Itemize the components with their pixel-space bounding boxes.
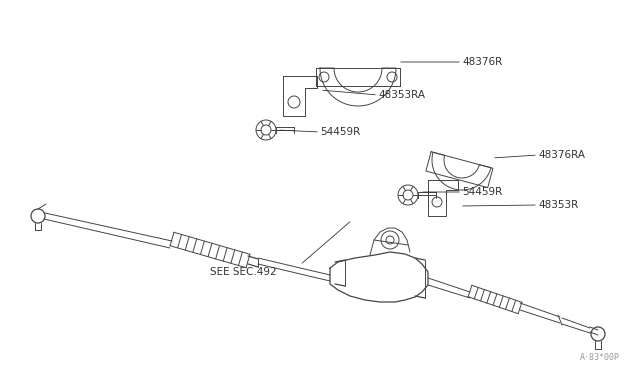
Text: 54459R: 54459R — [320, 127, 360, 137]
Text: 48353R: 48353R — [538, 200, 579, 210]
Text: A·83*00P: A·83*00P — [580, 353, 620, 362]
Text: 54459R: 54459R — [462, 187, 502, 197]
Text: 48376R: 48376R — [462, 57, 502, 67]
Text: 48353RA: 48353RA — [378, 90, 425, 100]
Text: 48376RA: 48376RA — [538, 150, 585, 160]
Text: SEE SEC.492: SEE SEC.492 — [210, 267, 276, 277]
